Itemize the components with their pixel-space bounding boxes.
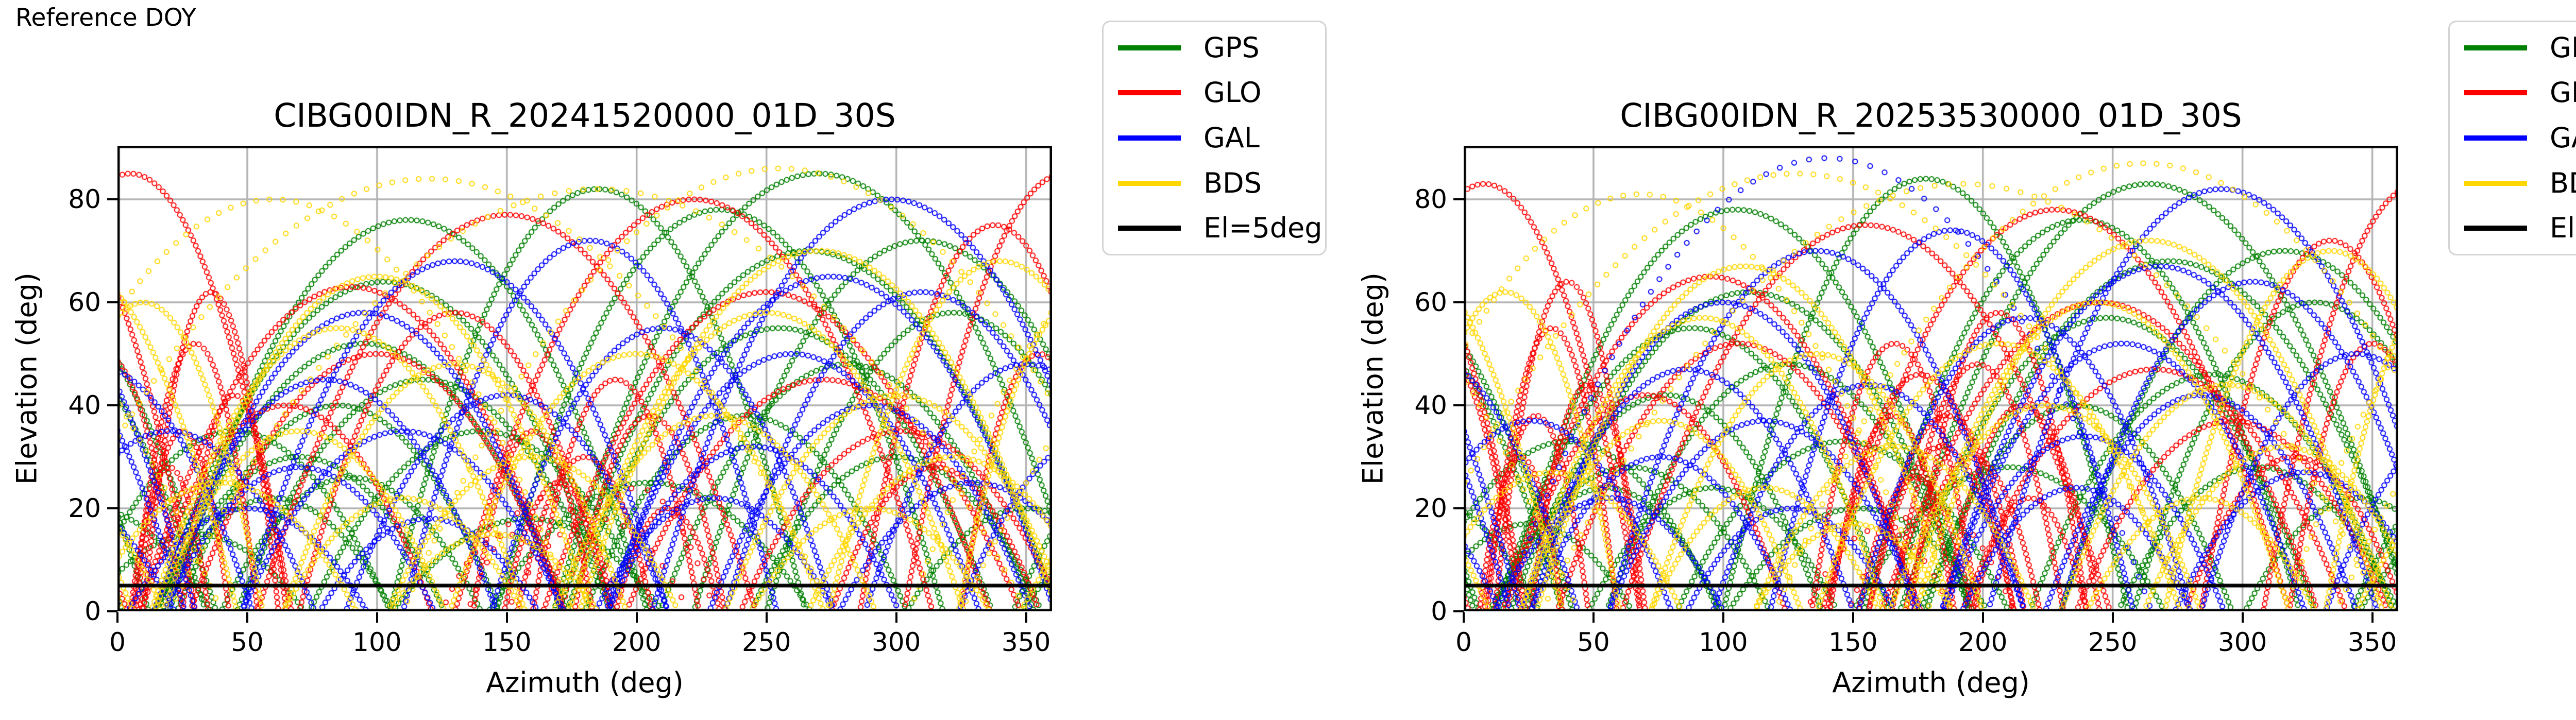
legend-entry: BDS [2450,169,2576,197]
x-axis-label: Azimuth (deg) [1832,666,2030,699]
y-tick-label: 40 [68,390,101,420]
gps-legend-line-sample [2464,45,2527,50]
x-tick [246,612,248,623]
x-tick [1463,612,1465,623]
x-tick [1852,612,1854,623]
y-tick-label: 60 [1414,287,1447,317]
el-5deg-legend-line-sample [1118,226,1181,231]
y-tick-label: 80 [68,184,101,214]
y-tick [107,507,117,509]
y-tick [1453,198,1464,200]
x-tick [2111,612,2114,623]
plot-canvas [117,146,1052,611]
x-tick-label: 0 [1455,627,1472,657]
gps-legend-line-sample [1118,45,1181,50]
y-tick [107,404,117,406]
x-tick-label: 50 [1577,627,1610,657]
legend-entry: GLO [1104,79,1325,107]
x-tick-label: 150 [482,627,532,657]
x-tick [895,612,897,623]
legend-entry-label: GAL [1204,121,1260,154]
x-tick [2241,612,2244,623]
legend-entry-label: GPS [2550,31,2576,64]
x-tick [765,612,768,623]
legend-entry-label: GAL [2550,121,2576,154]
chart-title: CIBG00IDN_R_20241520000_01D_30S [274,97,896,134]
bds-legend-line-sample [1118,180,1181,186]
x-tick [116,612,118,623]
x-tick [1592,612,1595,623]
x-tick-label: 350 [2347,627,2397,657]
x-tick-label: 100 [352,627,402,657]
y-tick [107,198,117,200]
x-tick [635,612,638,623]
gal-legend-line-sample [2464,135,2527,141]
x-tick [505,612,508,623]
legend-entry: El=5deg [2450,214,2576,242]
gal-legend-line-sample [1118,135,1181,141]
el-5deg-legend-line-sample [2464,226,2527,231]
y-tick [107,301,117,303]
x-tick-label: 250 [2088,627,2138,657]
y-tick [1453,301,1464,303]
x-tick-label: 150 [1828,627,1878,657]
x-tick-label: 250 [742,627,791,657]
legend: GPS GLO GAL BDS El=5deg [1102,21,1327,255]
glo-legend-line-sample [1118,90,1181,96]
x-tick [376,612,378,623]
x-axis-label: Azimuth (deg) [486,666,684,699]
x-tick-label: 200 [1958,627,2008,657]
y-tick-label: 40 [1414,390,1447,420]
legend-entry-label: GLO [1204,76,1262,109]
plot-canvas [1464,146,2398,611]
legend-entry: GPS [1104,31,1325,64]
y-tick [1453,507,1464,509]
x-tick-label: 50 [231,627,264,657]
reference-doy-label: Reference DOY [15,4,196,32]
glo-legend-line-sample [2464,90,2527,96]
legend-entry: BDS [1104,169,1325,197]
legend-entry: GPS [2450,31,2576,64]
y-axis-label: Elevation (deg) [1357,272,1389,485]
x-tick-label: 350 [1001,627,1051,657]
x-tick [2371,612,2374,623]
y-tick-label: 20 [1414,493,1447,523]
y-tick [1453,610,1464,612]
legend-entry-label: El=5deg [2550,212,2576,245]
x-tick [1025,612,1027,623]
legend-entry: GLO [2450,79,2576,107]
y-tick [107,610,117,612]
legend-entry-label: BDS [2550,166,2576,199]
y-tick-label: 80 [1414,184,1447,214]
y-tick-label: 20 [68,493,101,523]
y-tick-label: 0 [84,596,101,626]
legend: GPS GLO GAL BDS El=5deg [2448,21,2576,255]
x-tick-label: 200 [612,627,662,657]
y-tick [1453,404,1464,406]
legend-entry: GAL [1104,124,1325,152]
bds-legend-line-sample [2464,180,2527,186]
legend-entry: GAL [2450,124,2576,152]
x-tick [1981,612,1984,623]
chart-title: CIBG00IDN_R_20253530000_01D_30S [1620,97,2242,134]
legend-entry: El=5deg [1104,214,1325,242]
y-tick-label: 60 [68,287,101,317]
x-tick [1722,612,1724,623]
y-tick-label: 0 [1431,596,1447,626]
legend-entry-label: BDS [1204,166,1262,199]
x-tick-label: 300 [2217,627,2267,657]
legend-entry-label: El=5deg [1204,212,1323,245]
legend-entry-label: GPS [1204,31,1260,64]
y-axis-label: Elevation (deg) [10,272,43,485]
legend-entry-label: GLO [2550,76,2576,109]
x-tick-label: 100 [1699,627,1748,657]
x-tick-label: 0 [109,627,126,657]
x-tick-label: 300 [871,627,921,657]
